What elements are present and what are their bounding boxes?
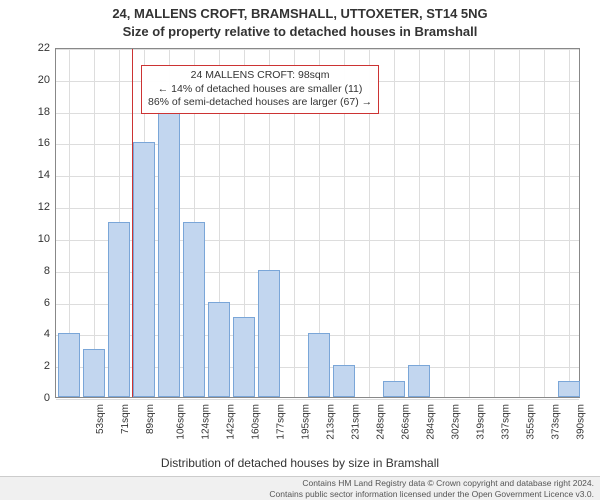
histogram-bar [408,365,430,397]
gridline-v [519,49,520,397]
footer-attribution: Contains HM Land Registry data © Crown c… [0,476,600,500]
anno-line1: 24 MALLENS CROFT: 98sqm [191,69,330,81]
gridline-h [56,49,579,50]
ytick-label: 14 [20,169,50,181]
histogram-bar [183,222,205,397]
histogram-bar [308,333,330,397]
property-marker-line [132,49,133,397]
xtick-label: 355sqm [525,404,536,440]
chart-container: 24, MALLENS CROFT, BRAMSHALL, UTTOXETER,… [0,0,600,500]
ytick-label: 6 [20,297,50,309]
histogram-bar [233,317,255,397]
xtick-label: 124sqm [200,404,211,440]
xtick-label: 106sqm [175,404,186,440]
ytick-label: 16 [20,137,50,149]
xtick-label: 319sqm [475,404,486,440]
ytick-label: 2 [20,360,50,372]
histogram-bar [383,381,405,397]
ytick-label: 8 [20,265,50,277]
footer-line1: Contains HM Land Registry data © Crown c… [302,478,594,488]
footer-line2: Contains public sector information licen… [269,489,594,499]
xtick-label: 142sqm [225,404,236,440]
x-axis-label: Distribution of detached houses by size … [0,456,600,470]
gridline-v [544,49,545,397]
ytick-label: 20 [20,74,50,86]
xtick-label: 231sqm [350,404,361,440]
xtick-label: 71sqm [120,404,131,434]
histogram-bar [558,381,580,397]
chart-title-address: 24, MALLENS CROFT, BRAMSHALL, UTTOXETER,… [0,6,600,21]
histogram-bar [83,349,105,397]
anno-line3: 86% of semi-detached houses are larger (… [148,96,372,108]
xtick-label: 177sqm [275,404,286,440]
xtick-label: 195sqm [300,404,311,440]
xtick-label: 373sqm [550,404,561,440]
gridline-v [94,49,95,397]
annotation-box: 24 MALLENS CROFT: 98sqm ← 14% of detached… [141,65,379,114]
xtick-label: 248sqm [375,404,386,440]
ytick-label: 4 [20,328,50,340]
chart-title-subtitle: Size of property relative to detached ho… [0,24,600,39]
xtick-label: 284sqm [425,404,436,440]
ytick-label: 22 [20,42,50,54]
xtick-label: 266sqm [400,404,411,440]
histogram-bar [333,365,355,397]
gridline-v [494,49,495,397]
histogram-bar [58,333,80,397]
gridline-v [569,49,570,397]
gridline-v [469,49,470,397]
anno-line2: ← 14% of detached houses are smaller (11… [158,83,363,95]
gridline-v [394,49,395,397]
gridline-h [56,399,579,400]
ytick-label: 10 [20,233,50,245]
xtick-label: 89sqm [145,404,156,434]
xtick-label: 53sqm [95,404,106,434]
histogram-bar [208,302,230,397]
ytick-label: 0 [20,392,50,404]
histogram-bar [258,270,280,397]
histogram-bar [158,111,180,397]
xtick-label: 390sqm [575,404,586,440]
xtick-label: 337sqm [500,404,511,440]
histogram-bar [133,142,155,397]
xtick-label: 160sqm [250,404,261,440]
ytick-label: 18 [20,106,50,118]
gridline-v [419,49,420,397]
plot-area: 24 MALLENS CROFT: 98sqm ← 14% of detached… [55,48,580,398]
histogram-bar [108,222,130,397]
ytick-label: 12 [20,201,50,213]
gridline-v [444,49,445,397]
xtick-label: 302sqm [450,404,461,440]
xtick-label: 213sqm [325,404,336,440]
